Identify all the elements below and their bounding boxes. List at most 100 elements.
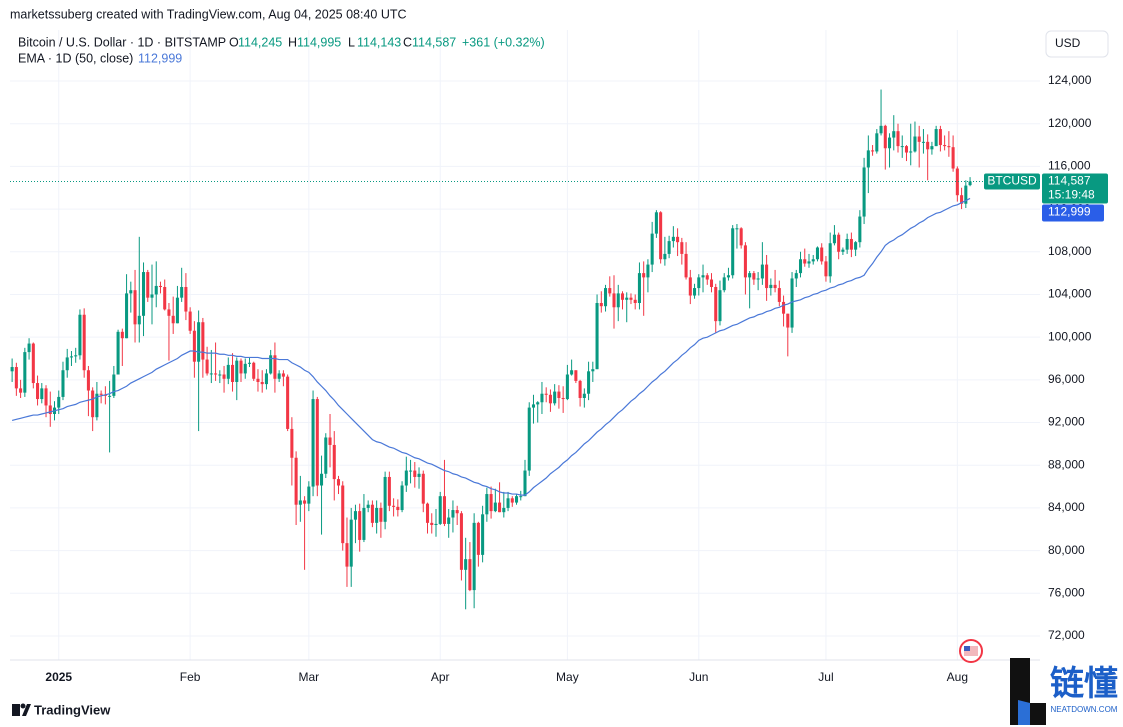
- candle-body: [175, 297, 179, 324]
- candle-body: [502, 507, 506, 513]
- candle-body: [341, 485, 345, 544]
- candle-body: [688, 277, 692, 296]
- candle-body: [404, 470, 408, 486]
- candle-body: [913, 136, 917, 152]
- candle-body: [748, 273, 752, 278]
- candle-body: [943, 145, 947, 147]
- candle-body: [548, 394, 552, 404]
- candle-body: [616, 293, 620, 308]
- candle-body: [146, 272, 150, 298]
- candle-body: [396, 506, 400, 511]
- flag-body: [964, 646, 978, 656]
- candle-body: [125, 293, 129, 339]
- candle-body: [828, 243, 832, 277]
- candle-body: [693, 288, 697, 296]
- candle-body: [481, 514, 485, 555]
- candle-body: [892, 131, 896, 138]
- candle-body: [112, 374, 116, 396]
- candle-body: [277, 373, 281, 379]
- candle-body: [676, 236, 680, 243]
- candle-body: [574, 370, 578, 381]
- x-tick-label: Jun: [689, 670, 708, 684]
- candle-body: [849, 238, 853, 250]
- watermark-text: 链懂: [1050, 665, 1118, 703]
- candle-body: [739, 228, 743, 246]
- candle-body: [290, 428, 294, 458]
- candle-body: [387, 476, 391, 506]
- y-tick-label: 120,000: [1048, 116, 1092, 130]
- y-tick-label: 104,000: [1048, 287, 1092, 301]
- candle-body: [468, 559, 472, 591]
- candle-body: [434, 523, 438, 525]
- ema-tag-value: 112,999: [1048, 205, 1091, 219]
- candle-body: [803, 259, 807, 264]
- candle-body: [697, 277, 701, 289]
- candle-body: [680, 242, 684, 254]
- ohlc-key: C: [403, 35, 412, 49]
- candle-body: [798, 259, 803, 274]
- y-tick-label: 100,000: [1048, 329, 1092, 343]
- candle-body: [646, 264, 650, 278]
- price-tag-countdown: 15:19:48: [1048, 188, 1095, 202]
- candle-body: [718, 290, 722, 322]
- candle-body: [858, 216, 862, 243]
- candle-body: [362, 507, 366, 540]
- x-tick-label: Mar: [298, 670, 319, 684]
- candle-body: [773, 284, 777, 289]
- candle-body: [743, 245, 747, 278]
- candle-body: [845, 238, 849, 250]
- brand-logo: [12, 703, 31, 716]
- candle-body: [506, 498, 510, 508]
- logo-shape: [20, 703, 26, 709]
- candle-body: [392, 505, 396, 507]
- ohlc-key: O: [229, 35, 239, 49]
- candle-body: [10, 367, 14, 372]
- candle-body: [298, 500, 302, 505]
- candle-body: [409, 470, 413, 472]
- candle-body: [158, 285, 162, 287]
- flag-canton: [964, 646, 970, 651]
- candle-body: [663, 253, 667, 260]
- candle-body: [909, 151, 913, 153]
- candle-body: [854, 242, 858, 250]
- ohlc-value: 114,245: [238, 35, 282, 49]
- candle-body: [930, 146, 934, 150]
- logo-shape: [12, 704, 20, 716]
- plot: [10, 89, 1040, 610]
- candle-body: [731, 228, 735, 276]
- currency-button[interactable]: [1045, 30, 1109, 58]
- candle-body: [184, 286, 188, 312]
- candle-body: [425, 503, 430, 523]
- candle-body: [760, 264, 764, 279]
- candle-body: [19, 388, 23, 393]
- candle-body: [612, 293, 616, 308]
- candle-body: [430, 522, 434, 525]
- candle-body: [27, 343, 31, 353]
- candle-body: [578, 380, 582, 398]
- candle-body: [841, 249, 845, 252]
- candle-body: [667, 241, 671, 254]
- candle-body: [48, 405, 52, 414]
- x-tick-label: May: [556, 670, 579, 684]
- candle-body: [714, 286, 718, 322]
- currency-label[interactable]: USD: [1055, 36, 1081, 50]
- candle-body: [320, 473, 324, 486]
- candle-body: [782, 301, 786, 314]
- candle-body: [642, 273, 646, 278]
- overlay-name: EMA · 1D (50, close): [18, 51, 133, 65]
- candle-body: [281, 373, 285, 377]
- candle-body: [78, 314, 82, 356]
- candle-body: [476, 522, 480, 555]
- candle-body: [137, 315, 141, 325]
- candle-body: [604, 288, 608, 307]
- candle-body: [188, 311, 192, 331]
- candle-body: [65, 357, 69, 371]
- candle-body: [442, 496, 446, 524]
- candle-body: [527, 407, 531, 471]
- candle-body: [214, 373, 218, 375]
- brand: TradingView: [34, 702, 111, 717]
- x-tick-label: Apr: [431, 670, 450, 684]
- axes: 72,000 76,000 80,000 84,000 88,000 92,000 96,0…: [45, 73, 1108, 684]
- candle-body: [752, 273, 756, 280]
- candle-body: [557, 391, 561, 398]
